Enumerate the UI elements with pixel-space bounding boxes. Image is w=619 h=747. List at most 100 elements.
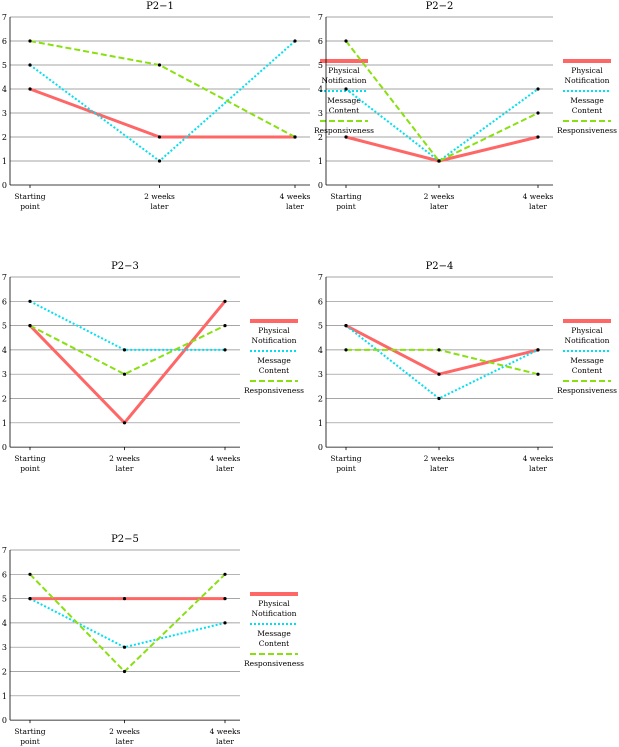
x-tick-label: Starting (14, 192, 45, 201)
x-tick-label: point (336, 202, 356, 211)
x-tick-label: later (116, 737, 134, 746)
x-tick-label: 2 weeks (424, 192, 455, 201)
data-point-physical (344, 135, 348, 139)
data-point-responsiveness (28, 324, 32, 328)
legend-label-physical: Notification (322, 76, 367, 85)
x-tick-label: 2 weeks (424, 454, 455, 463)
legend-label-message: Content (572, 106, 602, 115)
data-point-physical (28, 87, 32, 91)
data-point-message (293, 39, 297, 43)
legend-label-message: Message (257, 629, 291, 638)
y-tick-label: 1 (2, 419, 7, 428)
y-tick-label: 3 (2, 109, 7, 118)
x-tick-label: later (529, 202, 547, 211)
y-tick-label: 4 (318, 346, 323, 355)
y-tick-label: 3 (2, 643, 7, 652)
y-tick-label: 7 (2, 546, 7, 555)
x-tick-label: 4 weeks (280, 192, 311, 201)
series-line-message (29, 40, 296, 162)
data-point-physical (536, 135, 540, 139)
legend-label-message: Content (329, 106, 359, 115)
series-line-responsiveness (346, 348, 539, 376)
y-tick-label: 5 (318, 61, 323, 70)
x-tick-label: later (116, 464, 134, 473)
data-point-responsiveness (122, 372, 127, 376)
x-tick-label: Starting (330, 454, 361, 463)
y-tick-label: 6 (2, 37, 7, 46)
y-tick-label: 2 (2, 133, 7, 142)
legend-label-message: Content (259, 639, 289, 648)
data-point-responsiveness (344, 348, 348, 352)
series-line-responsiveness (29, 324, 226, 376)
x-tick-label: 4 weeks (523, 454, 554, 463)
y-tick-label: 0 (318, 181, 323, 190)
x-tick-label: 2 weeks (109, 454, 140, 463)
data-point-responsiveness (344, 39, 348, 43)
data-point-responsiveness (536, 372, 540, 376)
x-tick-label: 4 weeks (210, 727, 241, 736)
y-tick-label: 7 (2, 13, 7, 22)
legend-label-message: Message (570, 96, 604, 105)
legend-label-physical: Physical (258, 326, 290, 335)
data-point-physical (223, 597, 227, 601)
data-point-responsiveness (122, 669, 127, 674)
data-point-message (157, 159, 162, 163)
series-line-message (345, 88, 539, 162)
x-tick-label: later (529, 464, 547, 473)
legend-label-physical: Physical (258, 599, 290, 608)
y-tick-label: 2 (2, 395, 7, 404)
data-point-responsiveness (437, 348, 441, 352)
data-point-responsiveness (157, 63, 162, 67)
y-tick-label: 1 (318, 157, 323, 166)
legend-label-responsiveness: Responsiveness (557, 386, 617, 395)
data-point-physical (437, 372, 441, 376)
y-tick-label: 0 (2, 181, 7, 190)
x-tick-label: 4 weeks (210, 454, 241, 463)
legend-label-physical: Physical (571, 66, 603, 75)
data-point-message (536, 87, 540, 91)
series-line-message (29, 300, 225, 351)
data-point-message (28, 63, 32, 67)
x-tick-label: 4 weeks (523, 192, 554, 201)
data-point-message (344, 87, 348, 91)
chart-title: P2−1 (146, 1, 174, 12)
chart-title: P2−2 (426, 1, 454, 12)
data-point-responsiveness (223, 572, 227, 576)
x-tick-label: later (216, 737, 234, 746)
legend-label-message: Message (257, 356, 291, 365)
legend-label-message: Content (259, 366, 289, 375)
y-tick-label: 7 (2, 273, 7, 282)
data-point-message (28, 299, 32, 303)
y-tick-label: 1 (318, 419, 323, 428)
x-tick-label: point (336, 464, 356, 473)
y-tick-label: 6 (318, 37, 323, 46)
y-tick-label: 0 (318, 443, 323, 452)
x-tick-label: later (430, 464, 448, 473)
legend-label-physical: Physical (571, 326, 603, 335)
y-tick-label: 2 (2, 668, 7, 677)
legend-label-responsiveness: Responsiveness (557, 126, 617, 135)
y-tick-label: 6 (318, 297, 323, 306)
data-point-message (122, 348, 127, 352)
data-point-physical (157, 135, 162, 139)
data-point-message (223, 621, 227, 625)
legend-label-physical: Notification (252, 609, 297, 618)
x-tick-label: point (20, 202, 40, 211)
y-tick-label: 4 (318, 85, 323, 94)
x-tick-label: Starting (14, 454, 45, 463)
data-point-message (536, 348, 540, 352)
y-tick-label: 3 (318, 109, 323, 118)
y-tick-label: 6 (2, 570, 7, 579)
y-tick-label: 4 (2, 85, 7, 94)
y-tick-label: 5 (2, 595, 7, 604)
data-point-message (28, 597, 32, 601)
series-line-message (345, 324, 539, 400)
legend-label-physical: Notification (565, 336, 610, 345)
x-tick-label: later (430, 202, 448, 211)
y-tick-label: 4 (2, 346, 7, 355)
x-tick-label: Starting (330, 192, 361, 201)
